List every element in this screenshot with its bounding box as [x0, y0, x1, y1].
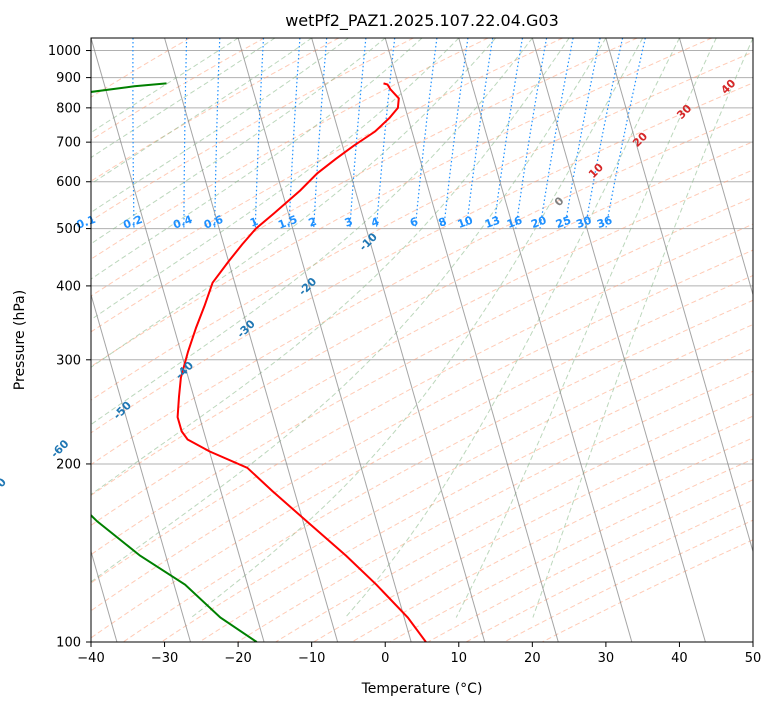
mixing-ratio-line — [493, 38, 524, 229]
mixing-ratio-label: 1.5 — [276, 213, 299, 232]
dry-adiabat — [237, 370, 753, 642]
x-tick-label: −30 — [151, 651, 178, 666]
x-tick-label: 10 — [451, 651, 468, 666]
mixing-ratio-label: 25 — [554, 214, 573, 231]
moist-adiabat — [190, 38, 644, 618]
isotherm — [91, 38, 265, 642]
dry-adiabat — [91, 38, 414, 222]
dry-adiabat — [389, 458, 753, 642]
dry-adiabat — [91, 38, 563, 297]
mixing-ratio-label: 10 — [456, 213, 475, 231]
isotherm — [531, 38, 706, 642]
mixing-ratio-line — [584, 38, 624, 229]
dry-adiabat — [91, 38, 638, 333]
mixing-ratio-label: 36 — [595, 213, 614, 231]
mixing-ratio-line — [465, 38, 494, 229]
dry-adiabat — [91, 141, 753, 496]
x-tick-label: 20 — [524, 651, 541, 666]
x-tick-label: 0 — [381, 651, 389, 666]
mixing-ratio-label: 20 — [529, 213, 548, 231]
moist-adiabat — [91, 38, 496, 368]
y-tick-label: 100 — [56, 636, 81, 651]
mixing-ratio-label: 16 — [505, 213, 524, 231]
mixing-ratio-label: 0.4 — [171, 213, 194, 232]
y-tick-label: 900 — [56, 71, 81, 86]
x-tick-label: −10 — [298, 651, 325, 666]
line-labels: -100-90-80-70-60-50-40-30-20-100.10.20.4… — [0, 77, 739, 499]
mixing-ratio-label: 0.1 — [75, 213, 98, 232]
mixing-ratio-label: 2 — [307, 215, 319, 230]
moist-adiabat — [91, 38, 312, 185]
moist-adiabat — [345, 38, 680, 618]
temperature-line — [176, 82, 427, 642]
isotherm — [311, 38, 486, 642]
isotherm — [458, 38, 633, 642]
moist-adiabat — [91, 38, 239, 134]
axes: −40 −30 −20 −10 0 10 20 30 40 5010020030040050060… — [48, 44, 761, 666]
isotherm — [678, 38, 753, 297]
dry-adiabat — [275, 393, 753, 642]
dry-adiabat — [91, 51, 753, 401]
mixing-ratio-label: 30 — [574, 213, 593, 231]
moist-adiabat — [91, 38, 386, 245]
y-tick-label: 800 — [56, 101, 81, 116]
dry-adiabat — [122, 299, 753, 642]
mixing-ratio-label: 4 — [369, 215, 381, 230]
y-axis-label: Pressure (hPa) — [12, 290, 28, 390]
mixing-ratio-label: 13 — [483, 214, 502, 231]
y-tick-label: 700 — [56, 136, 81, 151]
mixing-ratio-label: 0.2 — [121, 213, 144, 232]
isotherm-label: -70 — [0, 475, 9, 498]
moist-adiabat — [455, 38, 717, 618]
mixing-ratio-label: 0.6 — [202, 213, 225, 232]
x-tick-label: 50 — [745, 651, 762, 666]
isotherm — [164, 38, 339, 642]
x-axis-label: Temperature (°C) — [361, 681, 483, 697]
dry-adiabat — [91, 274, 753, 639]
moist-adiabat — [91, 38, 276, 159]
isotherm — [605, 38, 753, 554]
x-tick-label: −40 — [77, 651, 104, 666]
y-tick-label: 200 — [56, 457, 81, 472]
plot-frame — [90, 37, 754, 643]
dry-adiabat — [91, 38, 713, 368]
y-tick-label: 300 — [56, 353, 81, 368]
x-tick-label: 30 — [598, 651, 615, 666]
dry-adiabat — [427, 479, 753, 642]
dry-adiabat — [91, 223, 753, 584]
moist-adiabat — [91, 38, 423, 280]
mixing-ratio-label: 8 — [437, 215, 449, 230]
isotherm — [384, 38, 559, 642]
y-tick-label: 500 — [56, 222, 81, 237]
dry-adiabat — [91, 249, 753, 612]
moist-adiabat — [532, 38, 753, 618]
mixing-ratio-line — [414, 38, 438, 229]
moist-adiabat — [91, 38, 570, 496]
dry-adiabat — [91, 196, 753, 556]
chart-title: wetPf2_PAZ1.2025.107.22.04.G03 — [285, 11, 559, 31]
mixing-ratio-label: 6 — [408, 215, 420, 230]
mixing-ratio-line — [375, 38, 396, 229]
isotherm — [91, 292, 191, 642]
mixing-ratio-line — [443, 38, 469, 229]
mixing-ratio-line — [515, 38, 548, 229]
y-tick-label: 600 — [56, 175, 81, 190]
moist-adiabat — [91, 38, 533, 426]
mixing-ratio-label: 3 — [343, 215, 355, 230]
y-tick-label: 1000 — [48, 44, 81, 59]
mixing-ratio-label: 1 — [248, 215, 260, 230]
dry-adiabat — [161, 324, 753, 642]
mixing-ratio-line — [605, 38, 646, 229]
x-tick-label: 40 — [671, 651, 688, 666]
isotherm — [237, 38, 412, 642]
dry-adiabat — [91, 82, 753, 434]
y-tick-label: 400 — [56, 279, 81, 294]
background-lines — [91, 38, 753, 642]
moist-adiabat — [91, 38, 460, 321]
x-tick-label: −20 — [224, 651, 251, 666]
dry-adiabat — [351, 437, 753, 642]
data-series — [91, 82, 427, 642]
